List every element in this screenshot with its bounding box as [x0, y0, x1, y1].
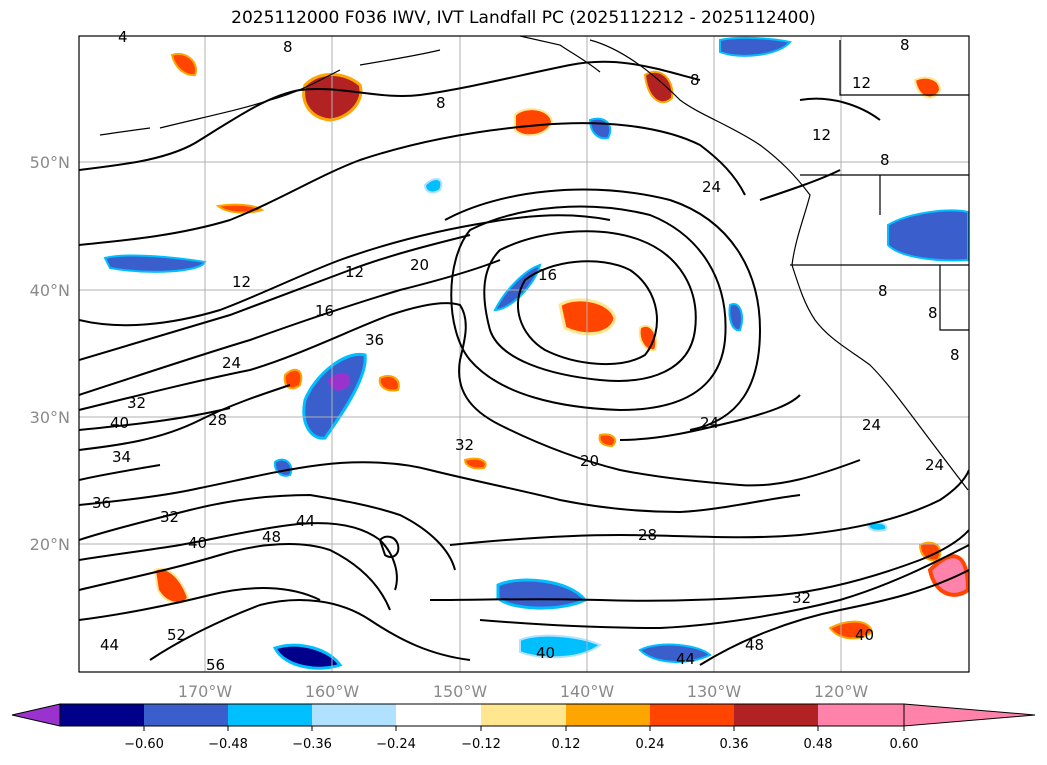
lon-tick-label: 140°W: [560, 682, 615, 701]
lat-tick-label: 50°N: [30, 153, 70, 172]
contour-label: 40: [188, 534, 207, 552]
contour-label: 28: [208, 411, 227, 429]
plot-frame: [78, 35, 970, 673]
lon-tick-label: 160°W: [305, 682, 360, 701]
colorbar-tick-label: 0.60: [890, 737, 919, 752]
lon-tick-label: 120°W: [814, 682, 869, 701]
contour-label: 8: [950, 346, 960, 364]
contour-label: 44: [676, 650, 695, 668]
contour-label: 32: [455, 436, 474, 454]
contour-label: 8: [880, 151, 890, 169]
contour-label: 40: [855, 626, 874, 644]
lon-tick-label: 170°W: [178, 682, 233, 701]
colorbar-segment: [396, 704, 481, 726]
contour-labels: 4 8 8 8 12 12 12 16 12 20 16 24 24 24 36…: [92, 28, 960, 674]
contour-label: 16: [538, 266, 557, 284]
iwv-contours: [79, 60, 969, 666]
contour-label: 24: [925, 456, 944, 474]
contour-label: 44: [100, 636, 119, 654]
contour-label: 32: [127, 394, 146, 412]
contour-label: 40: [536, 644, 555, 662]
contour-label: 4: [118, 28, 128, 46]
contour-label: 48: [745, 636, 764, 654]
coastlines: [99, 36, 969, 491]
colorbar-extend-max: [903, 703, 1036, 727]
colorbar-segment: [650, 704, 734, 726]
colorbar-segment: [228, 704, 312, 726]
lat-tick-label: 30°N: [30, 408, 70, 427]
contour-label: 28: [638, 526, 657, 544]
colorbar-segment: [818, 704, 904, 726]
contour-label: 56: [206, 656, 225, 674]
contour-label: 12: [812, 126, 831, 144]
contour-label: 32: [160, 508, 179, 526]
contour-label: 8: [900, 36, 910, 54]
contour-label: 12: [232, 273, 251, 291]
lon-tick-label: 150°W: [433, 682, 488, 701]
contour-label: 52: [167, 626, 186, 644]
contour-label: 40: [110, 414, 129, 432]
pc-shading: [103, 36, 969, 670]
colorbar-segment: [481, 704, 566, 726]
contour-label: 20: [580, 452, 599, 470]
contour-label: 32: [792, 589, 811, 607]
contour-label: 24: [702, 178, 721, 196]
contour-label: 48: [262, 528, 281, 546]
contour-label: 24: [700, 414, 719, 432]
contour-label: 8: [928, 304, 938, 322]
lat-tick-label: 20°N: [30, 535, 70, 554]
contour-label: 8: [283, 38, 293, 56]
contour-label: 12: [345, 263, 364, 281]
longitude-ticks: 170°W 160°W 150°W 140°W 130°W 120°W: [178, 682, 869, 701]
latitude-ticks: 50°N 40°N 30°N 20°N: [30, 153, 70, 554]
colorbar-segment: [734, 704, 818, 726]
lat-tick-label: 40°N: [30, 281, 70, 300]
contour-label: 8: [690, 71, 700, 89]
contour-label: 24: [222, 354, 241, 372]
contour-label: 12: [852, 74, 871, 92]
colorbar-tick-label: −0.24: [376, 737, 416, 752]
contour-label: 34: [112, 448, 131, 466]
colorbar-segment: [312, 704, 396, 726]
colorbar-segment: [566, 704, 650, 726]
colorbar-tick-label: 0.48: [804, 737, 833, 752]
colorbar-tick-label: 0.12: [552, 737, 581, 752]
colorbar-tick-label: −0.48: [208, 737, 248, 752]
colorbar-segment: [144, 704, 228, 726]
contour-label: 36: [92, 494, 111, 512]
contour-label: 8: [436, 94, 446, 112]
colorbar-tick-label: −0.60: [124, 737, 164, 752]
contour-label: 36: [365, 331, 384, 349]
colorbar-tick-label: 0.36: [720, 737, 749, 752]
colorbar-tick-label: −0.36: [292, 737, 332, 752]
colorbar-segment: [60, 704, 144, 726]
contour-label: 24: [862, 416, 881, 434]
colorbar-tick-label: −0.12: [461, 737, 501, 752]
colorbar-tick-label: 0.24: [636, 737, 665, 752]
contour-label: 44: [296, 512, 315, 530]
colorbar-extend-min: [11, 703, 61, 727]
contour-label: 8: [878, 282, 888, 300]
map-title: 2025112000 F036 IWV, IVT Landfall PC (20…: [231, 8, 816, 28]
contour-label: 16: [315, 302, 334, 320]
colorbar: −0.60 −0.48 −0.36 −0.24 −0.12 0.12 0.24 …: [11, 703, 1036, 752]
lon-tick-label: 130°W: [687, 682, 742, 701]
contour-label: 20: [410, 256, 429, 274]
